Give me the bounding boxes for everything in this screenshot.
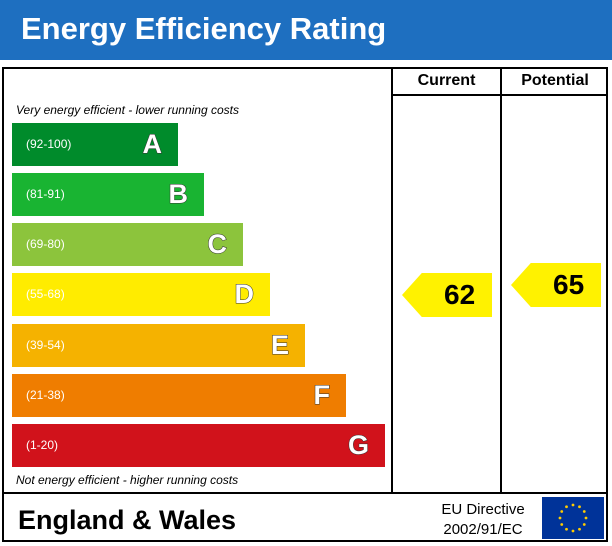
band-d: (55-68) D	[12, 273, 270, 316]
header-bar: Energy Efficiency Rating	[0, 0, 612, 60]
band-range-label: (81-91)	[26, 187, 65, 201]
region-label: England & Wales	[18, 505, 237, 535]
eu-star-icon	[571, 529, 575, 533]
current-rating-arrow: 62	[402, 273, 492, 317]
band-range-label: (92-100)	[26, 137, 72, 151]
band-range-label: (55-68)	[26, 287, 65, 301]
band-letter-label: C	[207, 229, 227, 260]
eu-star-icon	[565, 505, 568, 509]
band-g: (1-20) G	[12, 424, 385, 467]
column-header-potential: Potential	[521, 72, 589, 89]
band-range-label: (1-20)	[26, 438, 59, 452]
rating-frame	[2, 67, 608, 542]
divider-current	[391, 67, 393, 494]
band-range-label: (21-38)	[26, 388, 65, 402]
eu-star-icon	[558, 516, 562, 520]
eu-star-icon	[582, 510, 586, 513]
eu-star-icon	[578, 505, 581, 509]
chart-title: Energy Efficiency Rating	[21, 11, 387, 46]
note-inefficient: Not energy efficient - higher running co…	[16, 473, 239, 487]
band-letter-label: A	[142, 129, 162, 160]
band-range-label: (39-54)	[26, 338, 65, 352]
band-letter-label: F	[313, 380, 330, 411]
band-a: (92-100) A	[12, 123, 178, 166]
current-rating-arrow-value: 62	[444, 279, 476, 310]
divider-potential	[500, 67, 502, 494]
band-letter-label: B	[168, 179, 188, 210]
band-letter-label: E	[270, 330, 289, 361]
band-e: (39-54) E	[12, 324, 305, 367]
band-letter-label: G	[347, 430, 369, 461]
band-b: (81-91) B	[12, 173, 204, 216]
eu-star-icon	[560, 523, 564, 526]
band-c: (69-80) C	[12, 223, 243, 266]
eu-directive: EU Directive 2002/91/EC	[431, 500, 535, 540]
eu-star-icon	[571, 503, 575, 507]
footer-divider	[2, 492, 608, 494]
directive-line-2: 2002/91/EC	[443, 521, 523, 538]
eu-star-icon	[582, 523, 586, 526]
eu-star-icon	[578, 527, 581, 531]
column-header-current: Current	[417, 72, 476, 89]
directive-line-1: EU Directive	[441, 501, 525, 518]
potential-rating-arrow-value: 65	[553, 269, 585, 300]
header-row-divider	[392, 94, 608, 96]
eu-star-icon	[565, 527, 568, 531]
band-range-label: (69-80)	[26, 237, 65, 251]
band-letter-label: D	[234, 279, 254, 310]
note-efficient: Very energy efficient - lower running co…	[16, 103, 239, 117]
band-f: (21-38) F	[12, 374, 346, 417]
eu-flag-icon	[542, 497, 604, 539]
eu-star-icon	[560, 510, 564, 513]
eu-star-icon	[584, 516, 588, 520]
potential-rating-arrow: 65	[511, 263, 601, 307]
eu-flag-background	[542, 497, 604, 539]
